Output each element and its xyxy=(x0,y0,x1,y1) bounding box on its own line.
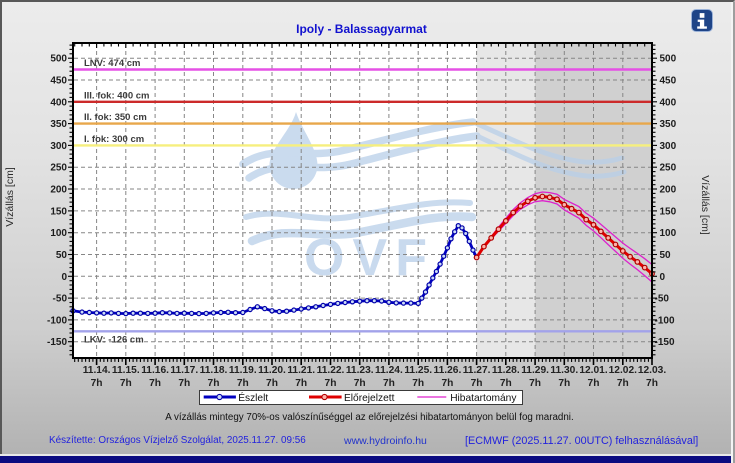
svg-text:0: 0 xyxy=(61,272,67,283)
svg-text:350: 350 xyxy=(660,119,677,130)
svg-text:LKV: -126 cm: LKV: -126 cm xyxy=(84,334,144,345)
svg-text:150: 150 xyxy=(50,206,67,217)
svg-text:12.02.: 12.02. xyxy=(609,365,637,376)
svg-text:200: 200 xyxy=(50,185,67,196)
svg-text:7h: 7h xyxy=(266,378,278,389)
svg-text:7h: 7h xyxy=(149,378,161,389)
svg-text:7h: 7h xyxy=(588,378,600,389)
svg-text:-150: -150 xyxy=(655,337,675,348)
svg-text:7h: 7h xyxy=(383,378,395,389)
svg-text:11.15.: 11.15. xyxy=(112,365,140,376)
svg-text:0: 0 xyxy=(660,272,666,283)
svg-text:LNV: 474 cm: LNV: 474 cm xyxy=(84,58,141,69)
svg-text:150: 150 xyxy=(660,206,677,217)
svg-text:50: 50 xyxy=(56,250,68,261)
svg-text:11.28.: 11.28. xyxy=(492,365,520,376)
svg-text:11.21.: 11.21. xyxy=(287,365,315,376)
svg-text:450: 450 xyxy=(50,76,67,87)
svg-text:11.23.: 11.23. xyxy=(346,365,374,376)
svg-text:III. fok: 400 cm: III. fok: 400 cm xyxy=(84,90,149,101)
svg-text:-100: -100 xyxy=(655,315,675,326)
svg-text:500: 500 xyxy=(660,54,677,65)
svg-text:-50: -50 xyxy=(655,294,670,305)
svg-text:11.27.: 11.27. xyxy=(463,365,491,376)
svg-text:11.29.: 11.29. xyxy=(521,365,549,376)
svg-text:7h: 7h xyxy=(646,378,658,389)
svg-text:11.25.: 11.25. xyxy=(404,365,432,376)
svg-text:11.19.: 11.19. xyxy=(229,365,257,376)
svg-text:7h: 7h xyxy=(500,378,512,389)
svg-text:450: 450 xyxy=(660,76,677,87)
svg-text:7h: 7h xyxy=(412,378,424,389)
svg-text:Vízállás [cm]: Vízállás [cm] xyxy=(699,175,711,235)
svg-text:400: 400 xyxy=(50,97,67,108)
svg-text:Vízállás [cm]: Vízállás [cm] xyxy=(4,167,16,227)
svg-text:500: 500 xyxy=(50,54,67,65)
svg-text:11.26.: 11.26. xyxy=(434,365,462,376)
svg-text:100: 100 xyxy=(660,228,677,239)
svg-text:7h: 7h xyxy=(529,378,541,389)
svg-text:7h: 7h xyxy=(471,378,483,389)
svg-text:I. fok: 300 cm: I. fok: 300 cm xyxy=(84,134,144,145)
svg-text:7h: 7h xyxy=(120,378,132,389)
svg-text:7h: 7h xyxy=(178,378,190,389)
svg-text:11.16.: 11.16. xyxy=(141,365,169,376)
svg-text:12.03.: 12.03. xyxy=(638,365,666,376)
svg-text:350: 350 xyxy=(50,119,67,130)
svg-text:Észlelt: Észlelt xyxy=(238,391,268,404)
svg-text:7h: 7h xyxy=(91,378,103,389)
svg-text:300: 300 xyxy=(50,141,67,152)
svg-text:100: 100 xyxy=(50,228,67,239)
svg-text:7h: 7h xyxy=(237,378,249,389)
svg-text:12.01.: 12.01. xyxy=(579,365,607,376)
svg-text:11.14.: 11.14. xyxy=(83,365,111,376)
svg-text:7h: 7h xyxy=(325,378,337,389)
svg-text:250: 250 xyxy=(660,163,677,174)
svg-text:-100: -100 xyxy=(47,315,67,326)
svg-text:-50: -50 xyxy=(53,294,68,305)
svg-text:11.17.: 11.17. xyxy=(170,365,198,376)
svg-text:11.24.: 11.24. xyxy=(375,365,403,376)
svg-text:OVF: OVF xyxy=(304,229,427,287)
svg-text:11.20.: 11.20. xyxy=(258,365,286,376)
svg-text:11.18.: 11.18. xyxy=(200,365,228,376)
svg-text:250: 250 xyxy=(50,163,67,174)
svg-text:Hibatartomány: Hibatartomány xyxy=(450,393,517,404)
svg-text:7h: 7h xyxy=(617,378,629,389)
svg-text:11.22.: 11.22. xyxy=(317,365,345,376)
svg-text:7h: 7h xyxy=(354,378,366,389)
svg-text:200: 200 xyxy=(660,185,677,196)
svg-text:50: 50 xyxy=(660,250,672,261)
svg-text:7h: 7h xyxy=(558,378,570,389)
svg-text:7h: 7h xyxy=(441,378,453,389)
svg-text:400: 400 xyxy=(660,97,677,108)
svg-text:11.30.: 11.30. xyxy=(550,365,578,376)
svg-text:Előrejelzett: Előrejelzett xyxy=(344,393,395,404)
svg-text:7h: 7h xyxy=(208,378,220,389)
svg-text:II. fok: 350 cm: II. fok: 350 cm xyxy=(84,112,147,123)
svg-text:-150: -150 xyxy=(47,337,67,348)
svg-text:300: 300 xyxy=(660,141,677,152)
svg-text:7h: 7h xyxy=(295,378,307,389)
